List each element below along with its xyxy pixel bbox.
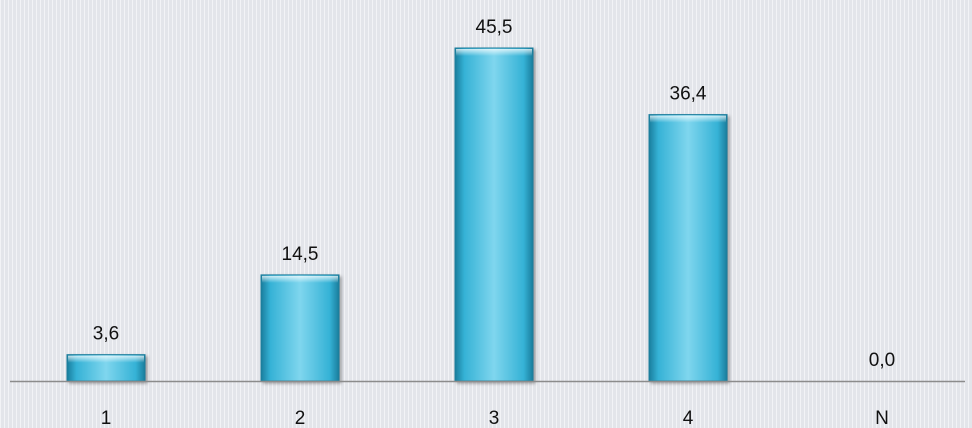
bar-1 [66,354,146,382]
data-label-1: 3,6 [93,324,119,345]
bar-highlight [456,49,532,56]
bar-body [260,274,340,382]
bar-highlight [68,355,144,363]
bar-2 [260,274,340,382]
data-label-3: 45,5 [476,17,513,38]
x-tick-label-3: 3 [489,408,500,428]
bar-highlight [262,275,338,283]
bar-highlight [650,115,726,123]
data-label-N: 0,0 [869,350,895,371]
bar-body [454,47,534,382]
labels-layer: 3,6 1 14,5 2 45,5 3 36,4 4 0,0 N [93,17,895,428]
data-label-4: 36,4 [670,84,707,105]
bar-4 [648,114,728,382]
x-tick-label-N: N [875,408,889,428]
bars-layer [66,47,728,382]
bar-body [648,114,728,382]
data-label-2: 14,5 [282,244,319,265]
x-tick-label-1: 1 [101,408,112,428]
bar-3 [454,47,534,382]
x-tick-label-4: 4 [683,408,694,428]
x-tick-label-2: 2 [295,408,306,428]
